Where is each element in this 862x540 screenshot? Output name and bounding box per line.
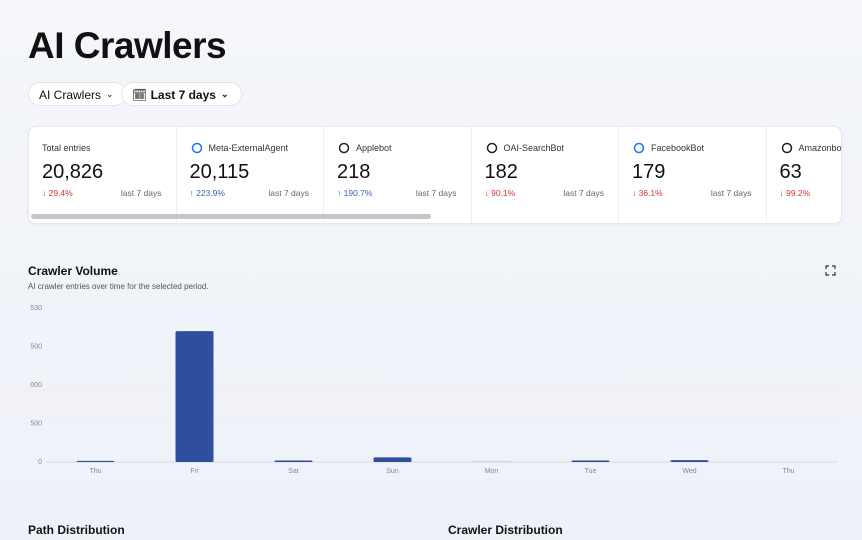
x-tick-label: Mon (485, 468, 499, 475)
card-name: OAI-SearchBot (503, 143, 565, 153)
stat-card: Meta-ExternalAgent 20,115 ↑ 223.9% last 7 d… (177, 127, 324, 223)
stat-card: Applebot 218 ↑ 190.7% last 7 days (324, 127, 472, 223)
card-change: ↑ 223.9% (189, 188, 225, 198)
chart: 0 500 000 500 530 Thu Fri Sat Sun Mon Tue Wed Thu (30, 305, 838, 475)
card-name: Amazonbot (798, 143, 842, 153)
card-name-row: FacebookBot (632, 141, 753, 155)
card-change: ↑ 190.7% (337, 188, 373, 198)
card-name-row: OAI-SearchBot (485, 141, 606, 155)
card-value: 179 (632, 161, 666, 183)
crawler-icon (486, 142, 497, 154)
x-tick-label: Thu (89, 468, 101, 475)
x-tick-label: Tue (585, 468, 597, 475)
card-name-row: Amazonbot (780, 141, 842, 155)
card-name-row: Applebot (337, 141, 458, 155)
y-tick-label: 0 (38, 459, 42, 466)
scrollbar[interactable] (31, 214, 431, 219)
icon-shape (781, 142, 792, 154)
x-tick-label: Fri (190, 468, 199, 475)
y-tick-label: 000 (30, 382, 42, 389)
icon-shape (338, 142, 350, 154)
bar (175, 331, 214, 462)
card-change: ↓ 36.1% (632, 188, 663, 198)
bar (670, 460, 709, 462)
period-filter[interactable]: 🗓 Last 7 days (121, 82, 242, 106)
card-name: Meta-ExternalAgent (208, 143, 289, 153)
card-change: ↓ 90.1% (484, 188, 516, 198)
bar (373, 457, 412, 462)
chart-subtitle: AI crawler entries over time for the sel… (28, 282, 209, 291)
x-tick-label: Wed (682, 468, 696, 475)
period-filter-label: Last 7 days (150, 88, 216, 102)
bar (76, 460, 115, 462)
card-name-row: Total entries (42, 141, 163, 155)
y-tick-label: 500 (30, 343, 42, 350)
stat-card: OAI-SearchBot 182 ↓ 90.1% last 7 days (472, 127, 619, 223)
crawler-filter[interactable]: AI Crawlers (28, 82, 127, 106)
icon-shape (191, 142, 202, 154)
bar (274, 460, 313, 462)
card-name: FacebookBot (651, 143, 705, 153)
crawler-icon (191, 142, 202, 154)
card-value: 182 (484, 161, 518, 183)
card-change: ↓ 29.4% (42, 188, 73, 198)
x-tick-label: Sun (386, 468, 399, 475)
x-tick-label: Sat (288, 468, 299, 475)
card-period: last 7 days (268, 188, 309, 198)
card-period: last 7 days (710, 188, 752, 198)
stat-card: FacebookBot 179 ↓ 36.1% last 7 days (619, 127, 767, 223)
section-title: Crawler Distribution (448, 523, 563, 537)
crawler-icon (781, 142, 792, 154)
expand-icon[interactable] (825, 265, 836, 276)
card-period: last 7 days (563, 188, 604, 198)
card-value: 20,826 (42, 161, 104, 183)
bar (571, 460, 610, 462)
stat-card: Total entries 20,826 ↓ 29.4% last 7 days (29, 127, 177, 223)
card-change: ↓ 99.2% (779, 188, 811, 198)
stats-row: Total entries 20,826 ↓ 29.4% last 7 days Met… (28, 126, 842, 224)
card-period: last 7 days (415, 188, 457, 198)
card-period: last 7 days (120, 188, 162, 198)
card-name-row: Meta-ExternalAgent (190, 141, 311, 155)
section-title: Path Distribution (28, 523, 125, 537)
icon-shape (633, 142, 645, 154)
card-value: 20,115 (189, 161, 250, 183)
x-tick-label: Thu (782, 468, 794, 475)
y-tick-label: 500 (30, 420, 42, 427)
card-value: 218 (337, 161, 371, 183)
crawler-icon (338, 142, 350, 154)
page-title: AI Crawlers (28, 25, 227, 66)
icon-shape (486, 142, 497, 154)
card-value: 63 (779, 161, 802, 183)
y-tick-label: 530 (30, 305, 42, 312)
card-name: Total entries (42, 143, 91, 153)
crawler-icon (633, 142, 645, 154)
card-name: Applebot (356, 143, 392, 153)
chart-title: Crawler Volume (28, 264, 118, 278)
